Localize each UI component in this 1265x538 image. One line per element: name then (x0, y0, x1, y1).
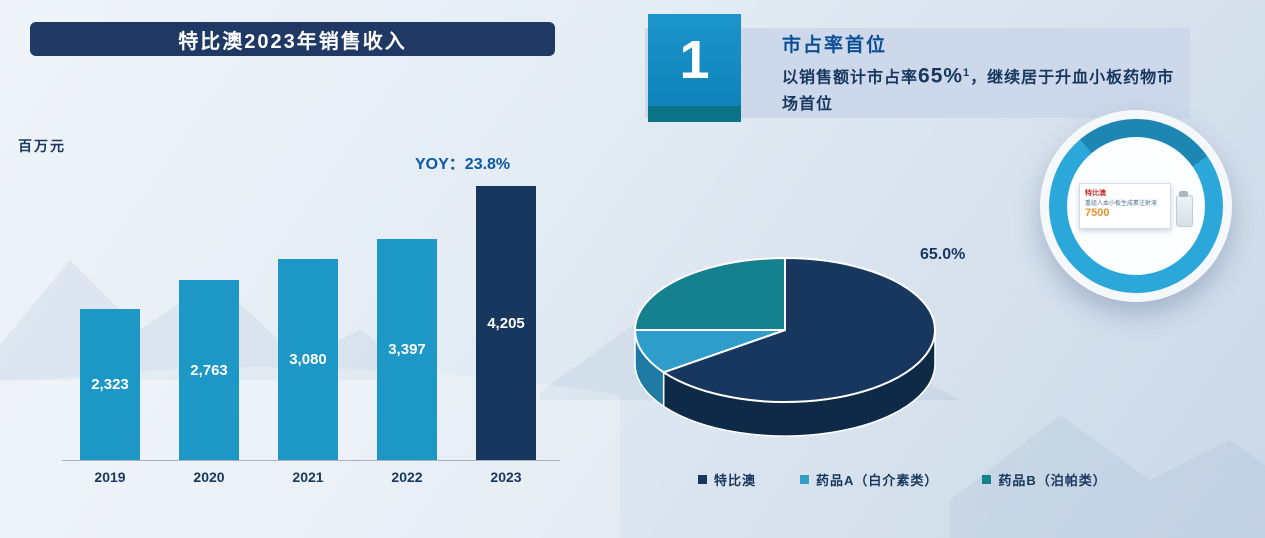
x-axis-label-2022: 2022 (391, 469, 423, 485)
bar-2021: 3,080 (278, 259, 338, 460)
legend-swatch (698, 475, 707, 484)
callout-body: 以销售额计市占率65%1，继续居于升血小板药物市场首位 (782, 60, 1190, 118)
bar-value-label: 4,205 (487, 314, 525, 332)
bar-value-label: 2,323 (91, 376, 129, 393)
callout-body-prefix: 以销售额计市占率 (782, 69, 919, 87)
bar-group-2019: 2,323 2019 (80, 309, 140, 485)
product-name-label: 重组人血小板生成素注射液 (1085, 201, 1158, 207)
legend-swatch (982, 475, 992, 484)
legend-swatch (800, 475, 810, 484)
callout-number: 1 (679, 30, 710, 90)
bar-group-2021: 3,080 2021 (278, 259, 338, 485)
legend-label: 药品A（白介素类） (816, 473, 939, 488)
bar-group-2020: 2,763 2020 (179, 280, 239, 485)
callout-title: 市占率首位 (782, 35, 888, 56)
pie-slice-1 (634, 329, 786, 374)
callout-number-box: 1 (648, 14, 741, 106)
product-brand-label: 特比澳 (1085, 190, 1106, 197)
legend-item-0: 特比澳 (698, 470, 756, 489)
product-dose-label: 7500 (1085, 207, 1110, 219)
x-axis-label-2020: 2020 (193, 469, 225, 485)
product-image: 特比澳 重组人血小板生成素注射液 7500 (1040, 110, 1232, 302)
bar-group-2022: 3,397 2022 (377, 239, 437, 485)
bar-2023: 4,205 (476, 186, 536, 460)
bar-2019: 2,323 (80, 309, 140, 460)
bar-chart-title: 特比澳2023年销售收入 (30, 22, 555, 56)
legend-item-1: 药品A（白介素类） (800, 470, 938, 489)
x-axis-label-2019: 2019 (94, 469, 126, 485)
yoy-annotation: YOY：23.8% (415, 156, 511, 173)
legend-label: 特比澳 (714, 473, 757, 488)
pie-slice-2 (634, 257, 786, 331)
y-axis-unit-label: 百万元 (18, 138, 66, 154)
product-inner-circle: 特比澳 重组人血小板生成素注射液 7500 (1067, 137, 1205, 275)
legend-item-2: 药品B（泊帕类） (982, 470, 1106, 489)
x-axis-line (62, 460, 560, 461)
legend-label: 药品B（泊帕类） (998, 473, 1107, 488)
callout-body-suffix: ，继续居于升血小板药物市场首位 (782, 69, 1175, 114)
x-axis-label-2021: 2021 (292, 469, 324, 485)
bar-value-label: 3,397 (388, 341, 426, 358)
product-box: 特比澳 重组人血小板生成素注射液 7500 (1079, 183, 1171, 229)
product-vial-icon (1176, 191, 1193, 227)
vial-cap-icon (1179, 191, 1188, 197)
pie-legend: 特比澳 药品A（白介素类） 药品B（泊帕类） (698, 470, 1107, 489)
pie-data-label: 65.0% (920, 246, 966, 263)
callout-number-strip (648, 106, 741, 122)
pie-slice-0 (662, 257, 936, 403)
bar-group-2023: 4,205 2023 (476, 186, 536, 485)
bar-value-label: 2,763 (190, 361, 228, 379)
bar-chart-plot: 2,323 2019 2,763 2020 3,080 2021 3,397 2022 4,20… (80, 186, 536, 485)
callout-footnote-marker: 1 (963, 67, 971, 79)
bar-2020: 2,763 (179, 280, 239, 460)
x-axis-label-2023: 2023 (490, 469, 522, 485)
callout-highlight: 65% (918, 64, 964, 88)
bar-value-label: 3,080 (289, 351, 327, 368)
bar-2022: 3,397 (377, 239, 437, 460)
pie-chart (634, 257, 936, 437)
